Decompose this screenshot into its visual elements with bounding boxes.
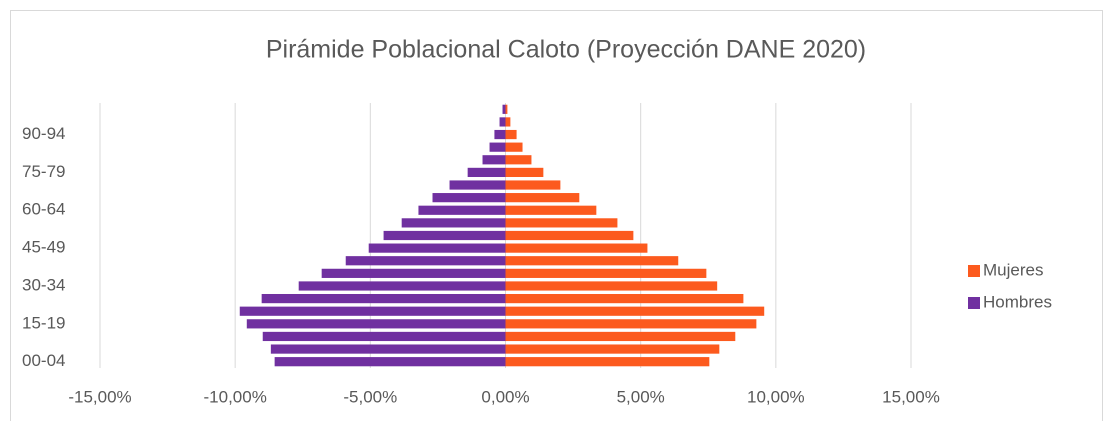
bar <box>321 268 506 278</box>
bar <box>505 357 710 367</box>
chart-title: Pirámide Poblacional Caloto (Proyección … <box>266 36 866 64</box>
y-tick-label: 90-94 <box>22 124 65 143</box>
bar <box>262 331 506 342</box>
bar <box>467 167 506 178</box>
x-tick-label: -10,00% <box>204 387 267 406</box>
x-tick-label: 5,00% <box>617 387 665 406</box>
legend-label: Mujeres <box>983 260 1043 279</box>
y-tick-label: 00-04 <box>22 351 65 370</box>
bar <box>246 319 506 329</box>
bar <box>482 155 506 165</box>
legend-swatch <box>968 297 980 309</box>
y-tick-label: 15-19 <box>22 313 65 332</box>
bar <box>505 167 544 178</box>
bar <box>505 256 679 266</box>
bar <box>505 117 511 127</box>
legend-swatch <box>968 265 980 277</box>
y-tick-label: 45-49 <box>22 238 65 257</box>
bar <box>505 243 648 253</box>
bar <box>505 281 718 291</box>
bar <box>489 142 506 152</box>
bar <box>505 142 523 152</box>
x-tick-label: -5,00% <box>343 387 397 406</box>
bar <box>418 205 506 215</box>
bar <box>494 129 506 140</box>
bar <box>505 218 618 228</box>
bar <box>505 180 561 190</box>
bar <box>505 155 532 165</box>
bar <box>270 344 506 354</box>
x-tick-label: 10,00% <box>747 387 805 406</box>
y-tick-label: 30-34 <box>22 275 65 294</box>
bar <box>505 319 757 329</box>
bar <box>499 117 506 127</box>
bar <box>401 218 506 228</box>
bar <box>274 357 506 367</box>
bar <box>505 193 580 203</box>
bar <box>345 256 506 266</box>
bar <box>505 344 720 354</box>
bar <box>505 306 765 316</box>
bar <box>505 129 517 140</box>
x-tick-label: -15,00% <box>68 387 131 406</box>
bar <box>505 331 736 342</box>
bar <box>261 293 506 304</box>
bar <box>505 230 634 241</box>
bar <box>505 293 744 304</box>
x-tick-label: 0,00% <box>481 387 529 406</box>
bar <box>368 243 506 253</box>
bar <box>383 230 506 241</box>
bar <box>505 205 597 215</box>
bar <box>298 281 506 291</box>
bar <box>502 104 506 114</box>
legend-label: Hombres <box>983 292 1052 311</box>
bar <box>505 268 707 278</box>
y-tick-label: 60-64 <box>22 200 65 219</box>
x-tick-label: 15,00% <box>882 387 940 406</box>
bar <box>505 104 508 114</box>
chart-frame <box>10 10 1103 426</box>
bar <box>239 306 506 316</box>
y-tick-label: 75-79 <box>22 162 65 181</box>
bar <box>449 180 506 190</box>
bar <box>432 193 506 203</box>
